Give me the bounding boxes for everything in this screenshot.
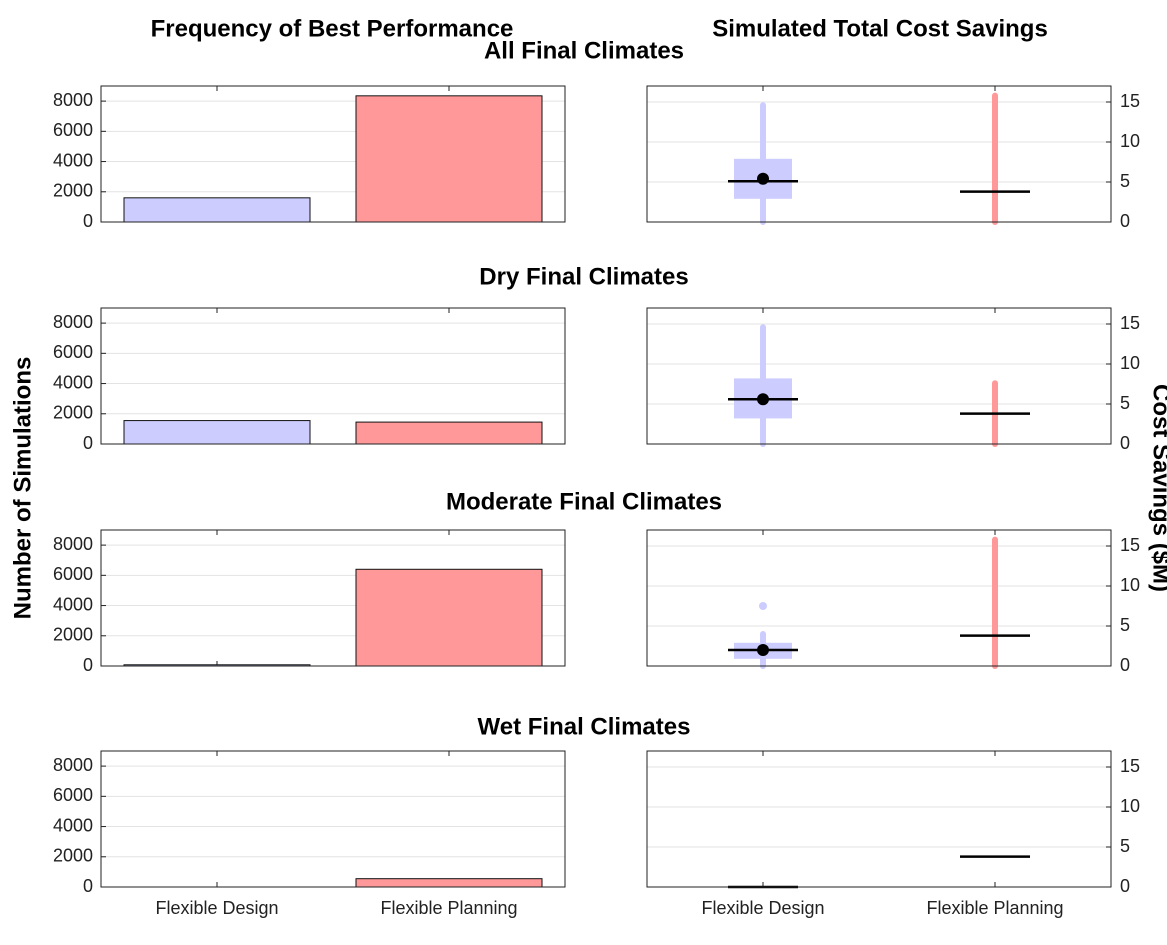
y-tick-label: 10 xyxy=(1120,575,1140,595)
y-tick-label: 5 xyxy=(1120,393,1130,413)
y-tick-label: 2000 xyxy=(53,846,93,866)
bar xyxy=(123,197,311,223)
y-tick-label: 0 xyxy=(1120,211,1130,231)
y-axis-label: Number of Simulations xyxy=(9,357,36,620)
panel-title: Wet Final Climates xyxy=(478,713,691,740)
axes-frame xyxy=(100,85,566,223)
y-tick-label: 0 xyxy=(1120,655,1130,675)
axes-frame xyxy=(646,529,1112,667)
y-tick-label: 2000 xyxy=(53,625,93,645)
y-tick-label: 6000 xyxy=(53,120,93,140)
bar xyxy=(355,95,543,223)
y-tick-label: 6000 xyxy=(53,785,93,805)
axes-frame xyxy=(100,529,566,667)
panel-title: All Final Climates xyxy=(484,37,684,64)
column-title: Simulated Total Cost Savings xyxy=(712,15,1048,42)
y-tick-label: 6000 xyxy=(53,342,93,362)
y-tick-label: 5 xyxy=(1120,171,1130,191)
x-tick-label: Flexible Design xyxy=(701,898,824,918)
y-tick-label: 15 xyxy=(1120,313,1140,333)
y-tick-label: 0 xyxy=(1120,876,1130,896)
axes-frame xyxy=(646,85,1112,223)
y-tick-label: 2000 xyxy=(53,403,93,423)
y-tick-label: 15 xyxy=(1120,535,1140,555)
panel-title: Moderate Final Climates xyxy=(446,488,722,515)
y-tick-label: 0 xyxy=(83,655,93,675)
y-tick-label: 0 xyxy=(83,211,93,231)
y-tick-label: 2000 xyxy=(53,181,93,201)
bar xyxy=(355,878,543,888)
y-tick-label: 4000 xyxy=(53,150,93,170)
y-tick-label: 8000 xyxy=(53,755,93,775)
axes-frame xyxy=(646,307,1112,445)
y-tick-label: 10 xyxy=(1120,353,1140,373)
mean xyxy=(757,644,769,656)
y-tick-label: 5 xyxy=(1120,836,1130,856)
y-tick-label: 15 xyxy=(1120,91,1140,111)
y-tick-label: 4000 xyxy=(53,594,93,614)
y-tick-label: 8000 xyxy=(53,90,93,110)
y-tick-label: 8000 xyxy=(53,534,93,554)
y-tick-label: 5 xyxy=(1120,615,1130,635)
bar xyxy=(123,420,311,445)
x-tick-label: Flexible Planning xyxy=(380,898,517,918)
y-axis-label: Cost Savings ($M) xyxy=(1148,384,1167,592)
y-tick-label: 4000 xyxy=(53,815,93,835)
y-tick-label: 0 xyxy=(83,433,93,453)
x-tick-label: Flexible Design xyxy=(155,898,278,918)
bar xyxy=(355,421,543,445)
axes-frame xyxy=(100,307,566,445)
y-tick-label: 0 xyxy=(1120,433,1130,453)
mean xyxy=(757,393,769,406)
y-tick-label: 0 xyxy=(83,876,93,896)
panel-title: Dry Final Climates xyxy=(479,263,688,290)
y-tick-label: 10 xyxy=(1120,796,1140,816)
y-tick-label: 10 xyxy=(1120,131,1140,151)
mean xyxy=(757,172,769,185)
axes-frame xyxy=(646,750,1112,888)
bar xyxy=(355,568,543,667)
y-tick-label: 6000 xyxy=(53,564,93,584)
y-tick-label: 15 xyxy=(1120,756,1140,776)
x-tick-label: Flexible Planning xyxy=(926,898,1063,918)
column-title: Frequency of Best Performance xyxy=(151,15,514,42)
y-tick-label: 4000 xyxy=(53,372,93,392)
axes-frame xyxy=(100,750,566,888)
outlier xyxy=(759,602,767,610)
y-tick-label: 8000 xyxy=(53,312,93,332)
